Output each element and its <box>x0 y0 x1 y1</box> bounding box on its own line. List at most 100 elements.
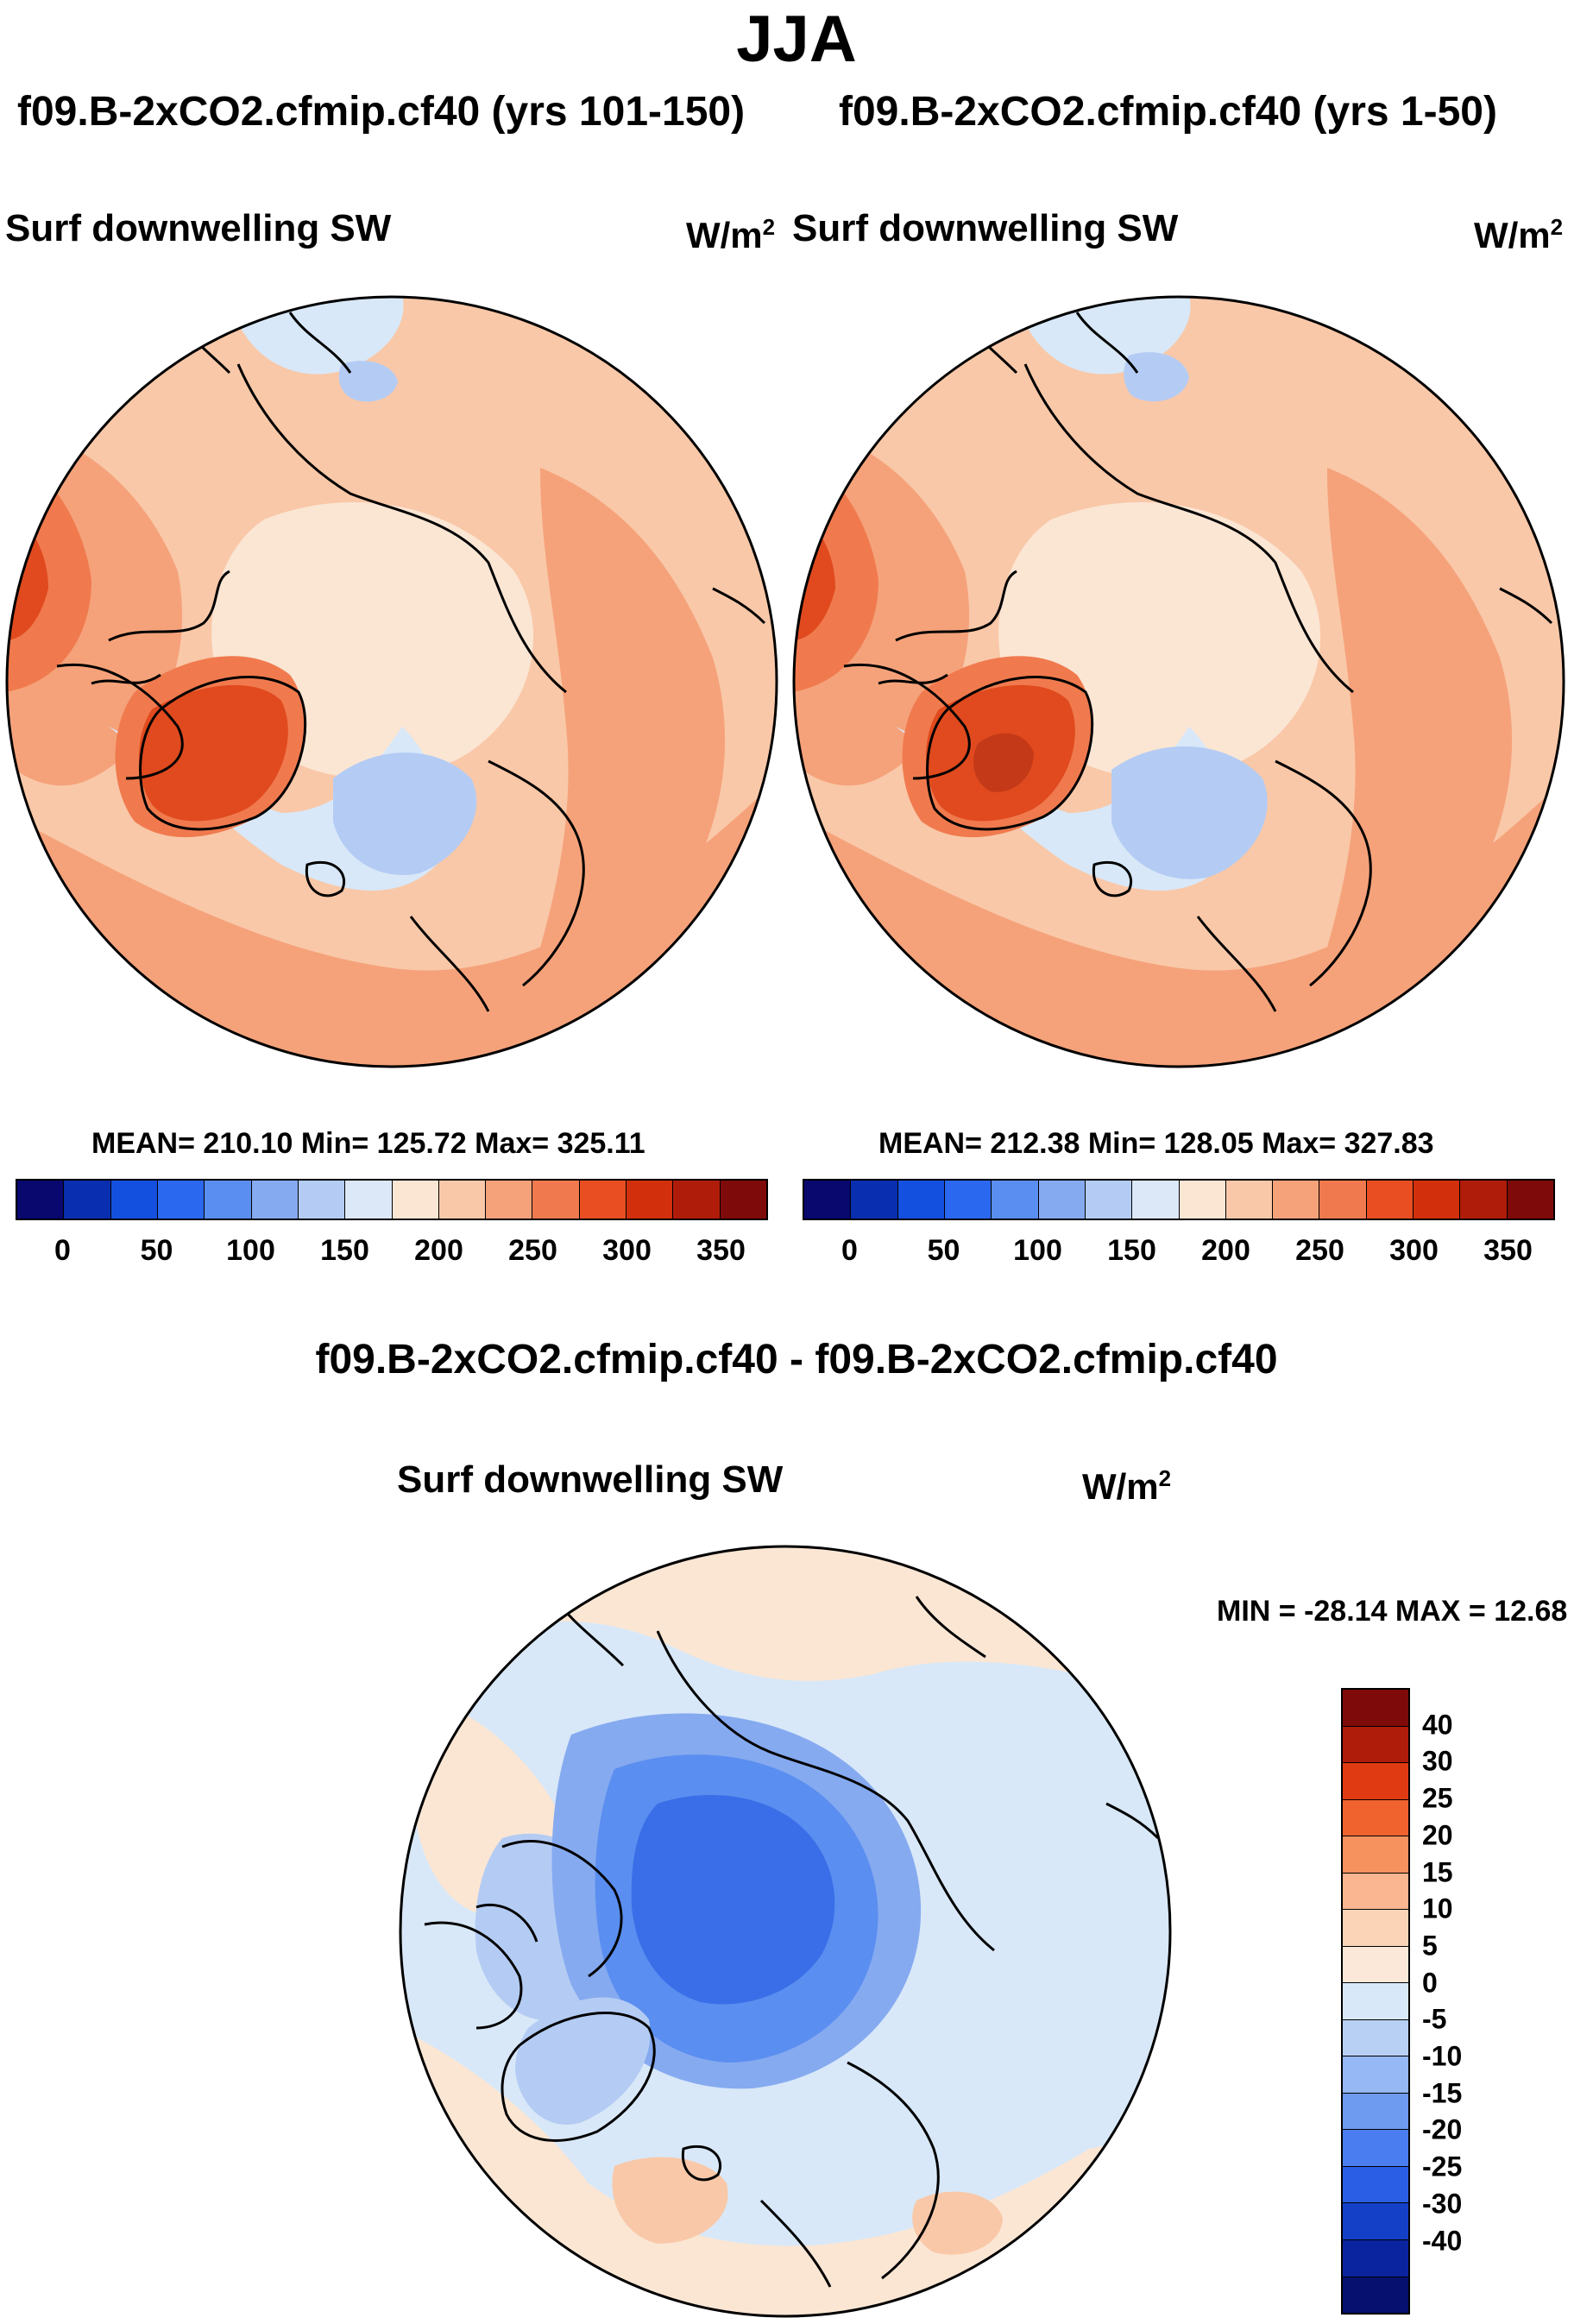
colorbar-swatch <box>897 1181 945 1219</box>
colorbar-swatch <box>392 1181 439 1219</box>
colorbar-swatch <box>851 1181 898 1219</box>
coast-hudson-bay <box>424 1921 523 2030</box>
colorbar-swatch <box>1343 1873 1408 1911</box>
colorbar-swatch <box>1343 2239 1408 2277</box>
right-colorbar <box>803 1179 1555 1220</box>
colorbar-swatch <box>1343 1726 1408 1764</box>
colorbar-tick-label: -25 <box>1422 2151 1463 2182</box>
diff-polar-map <box>399 1545 1172 2318</box>
coast-east-island <box>712 587 766 625</box>
coast-hudson-bay <box>843 664 971 780</box>
coast-iceland <box>1092 860 1133 897</box>
coast-canada-archipelago <box>475 1840 623 1978</box>
colorbar-tick-label: -40 <box>1422 2225 1463 2257</box>
colorbar-swatch <box>1319 1181 1367 1219</box>
colorbar-swatch <box>804 1181 852 1219</box>
colorbar-swatch <box>1343 2203 1408 2240</box>
colorbar-swatch <box>673 1181 721 1219</box>
coast-canada-archipelago <box>878 570 1017 685</box>
colorbar-swatch <box>1366 1181 1414 1219</box>
colorbar-swatch <box>1225 1181 1274 1219</box>
colorbar-swatch <box>438 1181 487 1219</box>
region-pacific-lightblue <box>1124 352 1189 402</box>
coast-greenland <box>501 2012 656 2142</box>
region-greenland-darkred <box>973 733 1034 792</box>
coast-iceland <box>681 2145 722 2182</box>
colorbar-tick-label: 200 <box>414 1234 463 1267</box>
region-arctic-deepblue <box>631 1795 835 2005</box>
colorbar-tick-label: 100 <box>1013 1234 1062 1267</box>
colorbar-swatch <box>1343 2277 1408 2314</box>
colorbar-swatch <box>1460 1181 1508 1219</box>
main-title: JJA <box>736 3 857 76</box>
colorbar-tick-label: -5 <box>1422 2003 1447 2035</box>
coast-iceland <box>305 860 346 897</box>
colorbar-swatch <box>1179 1181 1226 1219</box>
colorbar-swatch <box>251 1181 299 1219</box>
diff-stats: MIN = -28.14 MAX = 12.68 <box>1217 1595 1568 1628</box>
colorbar-swatch <box>1507 1181 1553 1219</box>
left-stats: MEAN= 210.10 Min= 125.72 Max= 325.11 <box>91 1127 645 1160</box>
right-units: W/m2 <box>1474 214 1564 255</box>
region-south-salmon <box>7 778 777 1067</box>
colorbar-tick-label: 0 <box>54 1234 71 1267</box>
colorbar-tick-label: 0 <box>1422 1967 1438 1999</box>
diff-panel-title: f09.B-2xCO2.cfmip.cf40 - f09.B-2xCO2.cfm… <box>315 1337 1278 1382</box>
diff-colorbar-ticks: 40 30 25 20 15 10 5 0 -5 -10 -15 -20 -25 -30 -40 <box>1422 1688 1526 2315</box>
coast-canada-archipelago <box>91 570 230 685</box>
colorbar-swatch <box>1343 1910 1408 1947</box>
colorbar-tick-label: 250 <box>508 1234 557 1267</box>
colorbar-swatch <box>1343 1763 1408 1800</box>
colorbar-swatch <box>626 1181 674 1219</box>
region-atlantic-lightblue <box>1111 746 1268 879</box>
colorbar-swatch <box>1132 1181 1180 1219</box>
colorbar-tick-label: -20 <box>1422 2113 1463 2145</box>
colorbar-tick-label: 0 <box>841 1234 858 1267</box>
colorbar-swatch <box>110 1181 158 1219</box>
coast-east-island <box>1105 1802 1160 1840</box>
colorbar-swatch <box>1343 1690 1408 1727</box>
colorbar-tick-label: 300 <box>602 1234 652 1267</box>
right-variable-label: Surf downwelling SW <box>792 207 1179 249</box>
coast-siberia <box>236 363 567 694</box>
colorbar-swatch <box>1343 2166 1408 2204</box>
colorbar-swatch <box>1085 1181 1133 1219</box>
colorbar-swatch <box>157 1181 205 1219</box>
colorbar-tick-label: 200 <box>1201 1234 1250 1267</box>
colorbar-swatch <box>1343 2019 1408 2057</box>
colorbar-swatch <box>1343 1983 1408 2020</box>
diff-variable-label: Surf downwelling SW <box>397 1458 784 1501</box>
colorbar-tick-label: 150 <box>1107 1234 1156 1267</box>
region-south-salmon <box>794 778 1564 1067</box>
colorbar-swatch <box>1343 1836 1408 1874</box>
colorbar-tick-label: 25 <box>1422 1782 1453 1814</box>
colorbar-tick-label: 100 <box>226 1234 275 1267</box>
coast-greenland <box>926 676 1094 831</box>
region-atlantic-lightblue <box>333 753 477 875</box>
map-boundary <box>399 1545 1172 2318</box>
right-stats: MEAN= 212.38 Min= 128.05 Max= 327.83 <box>878 1127 1434 1160</box>
colorbar-tick-label: 40 <box>1422 1709 1453 1741</box>
region-pacific-lightblue <box>338 361 398 402</box>
colorbar-swatch <box>1343 2093 1408 2131</box>
colorbar-swatch <box>532 1181 580 1219</box>
left-units: W/m2 <box>686 214 776 255</box>
colorbar-swatch <box>992 1181 1039 1219</box>
colorbar-swatch <box>64 1181 111 1219</box>
region-greenland-lightblue <box>515 1997 651 2125</box>
colorbar-tick-label: 20 <box>1422 1819 1453 1851</box>
map-boundary <box>792 295 1565 1068</box>
coast-hudson-bay <box>56 664 184 780</box>
colorbar-swatch <box>944 1181 992 1219</box>
colorbar-swatch <box>205 1181 252 1219</box>
colorbar-swatch <box>486 1181 533 1219</box>
colorbar-tick-label: 30 <box>1422 1745 1453 1777</box>
left-colorbar-ticks: 0 50 100 150 200 250 300 350 <box>16 1234 768 1272</box>
colorbar-tick-label: 10 <box>1422 1893 1453 1924</box>
colorbar-swatch <box>579 1181 627 1219</box>
colorbar-swatch <box>1343 1946 1408 1984</box>
left-variable-label: Surf downwelling SW <box>5 207 392 249</box>
colorbar-tick-label: -30 <box>1422 2188 1463 2220</box>
colorbar-tick-label: 350 <box>696 1234 746 1267</box>
colorbar-tick-label: 300 <box>1389 1234 1439 1267</box>
